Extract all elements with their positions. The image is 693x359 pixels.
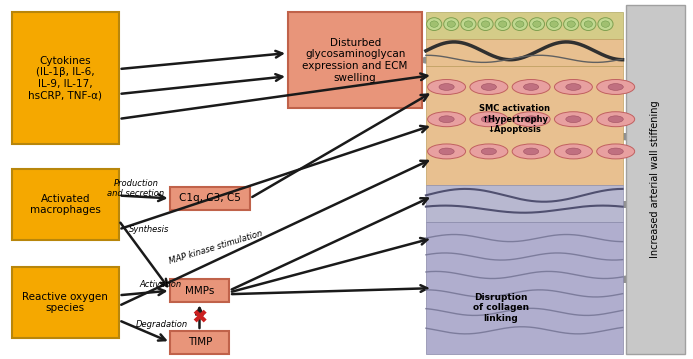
Ellipse shape xyxy=(470,79,508,94)
Ellipse shape xyxy=(439,148,454,155)
Ellipse shape xyxy=(554,112,593,127)
FancyBboxPatch shape xyxy=(426,65,622,185)
FancyBboxPatch shape xyxy=(426,185,622,222)
Ellipse shape xyxy=(495,18,510,31)
Ellipse shape xyxy=(554,79,593,94)
Ellipse shape xyxy=(447,21,455,27)
Ellipse shape xyxy=(461,18,476,31)
Ellipse shape xyxy=(498,21,507,27)
Ellipse shape xyxy=(602,21,610,27)
Ellipse shape xyxy=(547,18,561,31)
FancyBboxPatch shape xyxy=(170,187,250,210)
Ellipse shape xyxy=(470,144,508,159)
Text: TIMP: TIMP xyxy=(188,337,212,348)
Ellipse shape xyxy=(523,116,538,122)
Ellipse shape xyxy=(597,112,635,127)
Ellipse shape xyxy=(533,21,541,27)
Ellipse shape xyxy=(512,79,550,94)
FancyBboxPatch shape xyxy=(426,39,622,65)
Ellipse shape xyxy=(608,84,623,90)
Text: SMC activation
↑Hypertrophy
↓Apoptosis: SMC activation ↑Hypertrophy ↓Apoptosis xyxy=(479,104,550,134)
Ellipse shape xyxy=(567,21,575,27)
Text: Increased arterial wall stiffening: Increased arterial wall stiffening xyxy=(650,101,660,258)
Text: MAP kinase stimulation: MAP kinase stimulation xyxy=(168,229,263,266)
FancyBboxPatch shape xyxy=(288,12,423,108)
Ellipse shape xyxy=(439,116,454,122)
FancyBboxPatch shape xyxy=(426,222,622,354)
FancyBboxPatch shape xyxy=(12,169,119,240)
Ellipse shape xyxy=(597,144,635,159)
Ellipse shape xyxy=(444,18,459,31)
Ellipse shape xyxy=(565,148,581,155)
Ellipse shape xyxy=(478,18,493,31)
Ellipse shape xyxy=(597,79,635,94)
Text: Disturbed
glycosaminoglycan
expression and ECM
swelling: Disturbed glycosaminoglycan expression a… xyxy=(302,38,407,83)
Ellipse shape xyxy=(598,18,613,31)
Ellipse shape xyxy=(427,18,441,31)
Text: Degradation: Degradation xyxy=(136,320,188,329)
Ellipse shape xyxy=(482,21,490,27)
Ellipse shape xyxy=(430,21,438,27)
Ellipse shape xyxy=(608,148,623,155)
Ellipse shape xyxy=(512,112,550,127)
Ellipse shape xyxy=(481,116,496,122)
Ellipse shape xyxy=(608,116,623,122)
Text: Production
and secretion: Production and secretion xyxy=(107,179,164,198)
Ellipse shape xyxy=(565,116,581,122)
FancyBboxPatch shape xyxy=(12,267,119,338)
FancyBboxPatch shape xyxy=(170,331,229,354)
Text: Cytokines
(IL-1β, IL-6,
IL-9, IL-17,
hsCRP, TNF-α): Cytokines (IL-1β, IL-6, IL-9, IL-17, hsC… xyxy=(28,56,103,101)
Ellipse shape xyxy=(550,21,558,27)
Ellipse shape xyxy=(512,144,550,159)
Ellipse shape xyxy=(481,148,496,155)
Ellipse shape xyxy=(470,112,508,127)
Ellipse shape xyxy=(523,84,538,90)
Ellipse shape xyxy=(523,148,538,155)
FancyBboxPatch shape xyxy=(12,12,119,144)
Ellipse shape xyxy=(481,84,496,90)
Ellipse shape xyxy=(554,144,593,159)
Text: Synthesis: Synthesis xyxy=(129,225,170,234)
Text: Reactive oxygen
species: Reactive oxygen species xyxy=(22,292,108,313)
FancyBboxPatch shape xyxy=(170,279,229,302)
Ellipse shape xyxy=(464,21,473,27)
Ellipse shape xyxy=(516,21,524,27)
Ellipse shape xyxy=(565,84,581,90)
Text: Disruption
of collagen
linking: Disruption of collagen linking xyxy=(473,293,529,323)
FancyBboxPatch shape xyxy=(626,5,685,354)
Ellipse shape xyxy=(563,18,579,31)
Text: C1q, C3, C5: C1q, C3, C5 xyxy=(179,193,241,203)
FancyBboxPatch shape xyxy=(426,12,622,39)
Text: Activation: Activation xyxy=(139,280,182,289)
Text: ✖: ✖ xyxy=(191,307,208,326)
Ellipse shape xyxy=(584,21,593,27)
Ellipse shape xyxy=(428,112,466,127)
Ellipse shape xyxy=(439,84,454,90)
Ellipse shape xyxy=(428,144,466,159)
Ellipse shape xyxy=(581,18,596,31)
Ellipse shape xyxy=(428,79,466,94)
Ellipse shape xyxy=(529,18,545,31)
Ellipse shape xyxy=(512,18,527,31)
Text: MMPs: MMPs xyxy=(185,286,215,296)
Text: Activated
macrophages: Activated macrophages xyxy=(30,194,100,215)
